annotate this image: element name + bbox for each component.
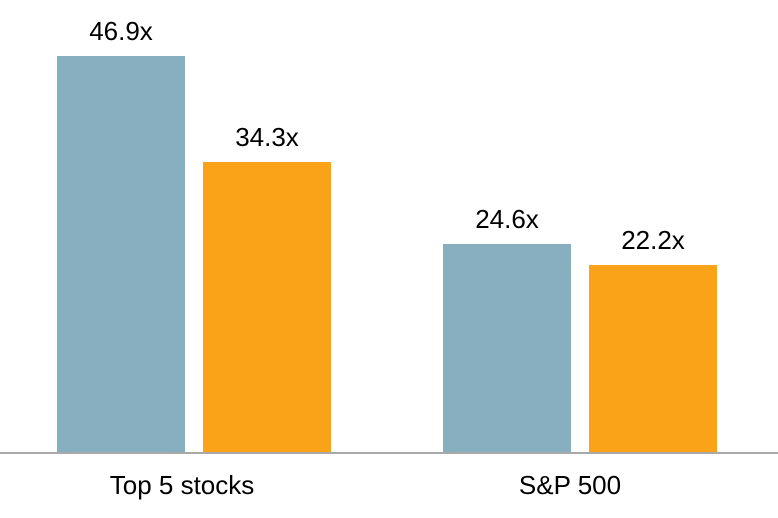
value-label-blue-s-p-500: 24.6x [475,204,539,234]
bar-blue-s-p-500 [443,244,571,452]
value-label-orange-top-5-stocks: 34.3x [235,122,299,152]
bar-blue-top-5-stocks [57,56,185,452]
value-label-orange-s-p-500: 22.2x [621,225,685,255]
bar-orange-s-p-500 [589,265,717,452]
value-label-blue-top-5-stocks: 46.9x [89,16,153,46]
x-axis-label-s-p-500: S&P 500 [518,470,622,500]
bar-orange-top-5-stocks [203,162,331,452]
x-axis-label-top-5-stocks: Top 5 stocks [109,470,255,500]
x-axis-line [0,452,778,454]
